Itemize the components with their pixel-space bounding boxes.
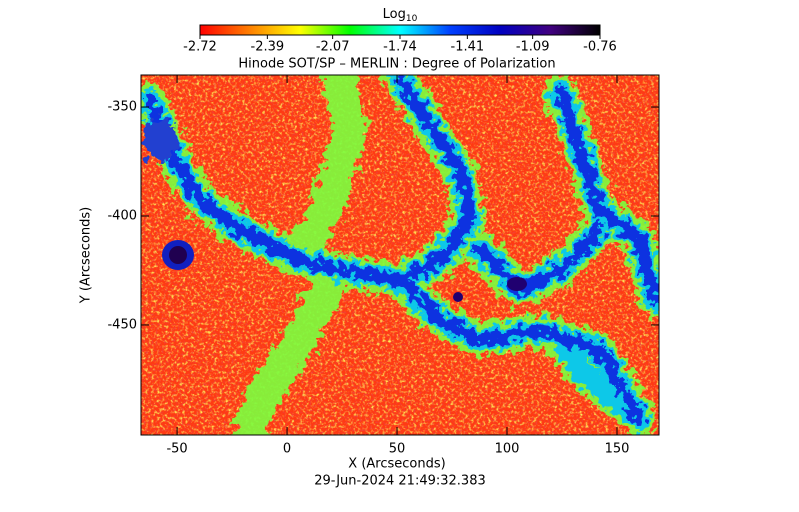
chart-title: Hinode SOT/SP – MERLIN : Degree of Polar… [238, 57, 555, 72]
x-axis-label: X (Arcseconds) [348, 457, 445, 472]
colorbar-label: Log10 [383, 7, 418, 24]
footer-timestamp: 29-Jun-2024 21:49:32.383 [314, 474, 486, 489]
y-tick-label: -450 [107, 317, 137, 332]
colorbar-tick-label: -0.76 [583, 40, 617, 55]
y-tick-label: -350 [107, 100, 137, 115]
colorbar-tick-label: -2.39 [251, 40, 285, 55]
y-axis-label: Y (Arcseconds) [79, 207, 94, 304]
x-tick-label: 0 [283, 442, 291, 457]
colorbar-label-main: Log [383, 7, 406, 22]
colorbar-tick-label: -2.72 [183, 40, 217, 55]
colorbar-tick-label: -1.41 [451, 40, 485, 55]
colorbar-tick-label: -1.74 [383, 40, 417, 55]
solar-image [141, 75, 659, 435]
y-tick-label: -400 [107, 208, 137, 223]
colorbar [199, 24, 601, 36]
x-tick-label: 50 [389, 442, 406, 457]
colorbar-tick-label: -1.09 [516, 40, 550, 55]
colorbar-label-subscript: 10 [406, 14, 418, 24]
x-tick-label: 150 [605, 442, 630, 457]
x-tick-label: 100 [495, 442, 520, 457]
colorbar-tick-label: -2.07 [316, 40, 350, 55]
x-tick-label: -50 [166, 442, 187, 457]
plot-frame [140, 74, 660, 436]
